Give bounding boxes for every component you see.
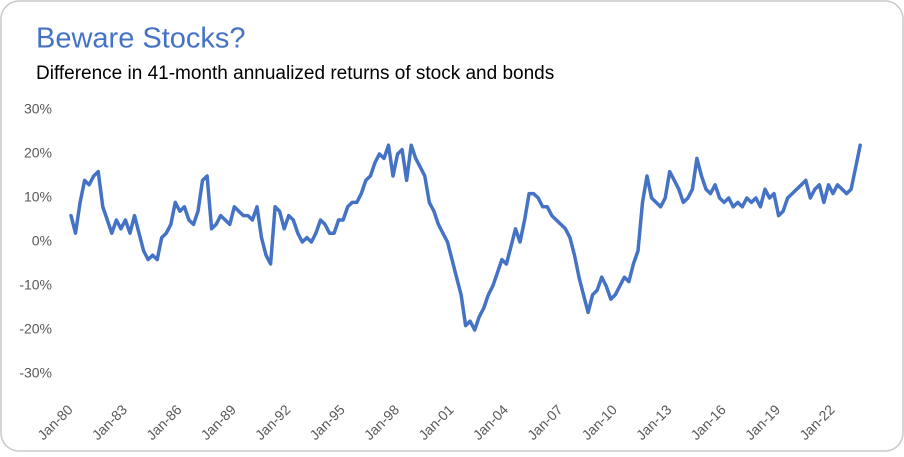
y-tick-label: 0%: [32, 233, 52, 249]
y-tick-label: 10%: [24, 189, 52, 205]
y-tick-label: 20%: [24, 145, 52, 161]
y-tick-label: -30%: [19, 365, 52, 381]
y-tick-label: -20%: [19, 321, 52, 337]
chart-title: Beware Stocks?: [36, 23, 246, 55]
y-tick-label: 30%: [24, 101, 52, 117]
line-series: [69, 143, 862, 332]
y-tick-label: -10%: [19, 277, 52, 293]
chart-subtitle: Difference in 41-month annualized return…: [36, 63, 554, 84]
